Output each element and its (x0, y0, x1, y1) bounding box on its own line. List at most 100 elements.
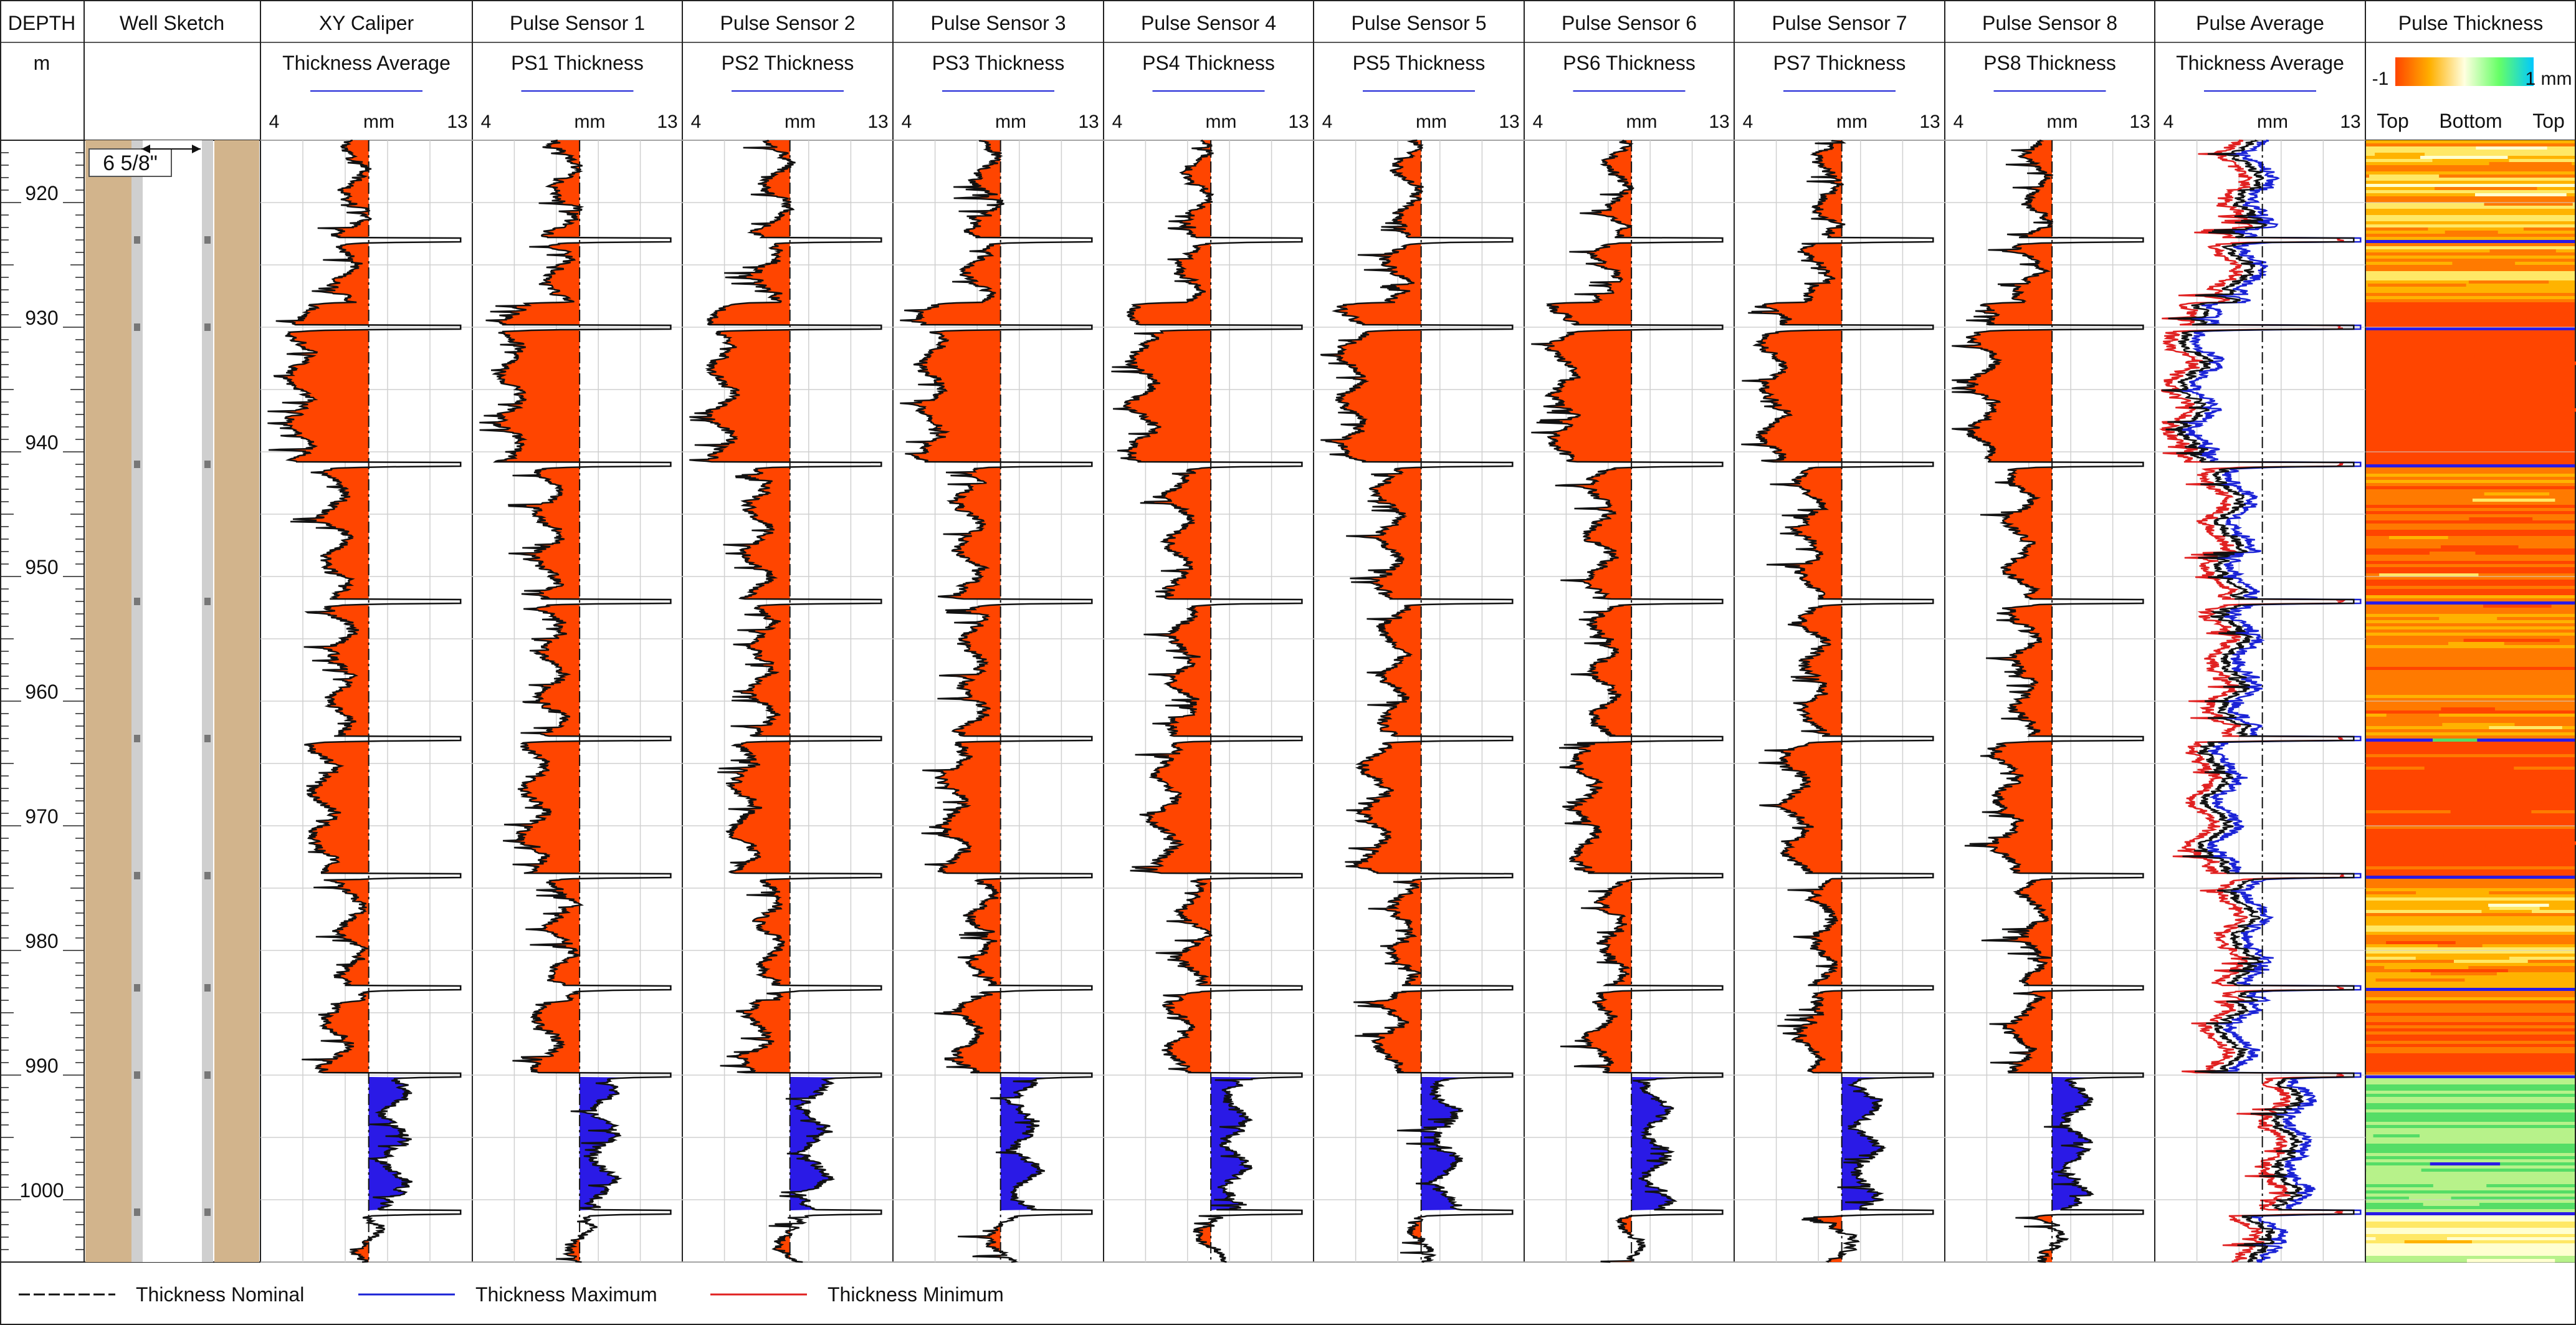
sensor-2-scale-min: 4 (691, 112, 702, 132)
image-band (2366, 162, 2575, 166)
image-patch (2425, 782, 2497, 786)
image-band (2366, 620, 2575, 624)
image-patch (2484, 492, 2550, 496)
image-band (2366, 879, 2575, 883)
image-band (2366, 763, 2575, 767)
image-patch (2408, 483, 2486, 487)
image-band (2366, 598, 2575, 602)
image-band (2366, 1088, 2575, 1091)
image-patch (2368, 368, 2469, 371)
image-band (2366, 667, 2575, 671)
image-band (2366, 287, 2575, 290)
image-band (2366, 396, 2575, 399)
image-band (2366, 424, 2575, 428)
image-band (2366, 882, 2575, 886)
image-patch (2435, 187, 2537, 191)
arrow-head-left (141, 145, 150, 153)
image-band (2366, 474, 2575, 477)
image-band (2366, 935, 2575, 939)
image-band (2366, 985, 2575, 988)
image-band (2366, 499, 2575, 502)
arrow-head-right (192, 145, 201, 153)
image-band (2366, 866, 2575, 870)
sensor-7-thick-fill (1841, 140, 1897, 1262)
image-band (2366, 682, 2575, 686)
image-patch (2474, 355, 2540, 359)
sensor-4-curve-label: PS4 Thickness (1142, 52, 1275, 74)
image-patch (2435, 318, 2527, 322)
image-band (2366, 583, 2575, 586)
image-band (2366, 548, 2575, 552)
image-band (2366, 1066, 2575, 1069)
image-patch (2453, 960, 2528, 964)
image-band (2366, 589, 2575, 593)
image-band (2366, 243, 2575, 247)
image-band (2366, 807, 2575, 811)
image-label-top-left: Top (2377, 110, 2409, 132)
image-band (2366, 536, 2575, 540)
image-band (2366, 386, 2575, 390)
sensor-8-title: Pulse Sensor 8 (1982, 12, 2117, 34)
image-band (2366, 692, 2575, 696)
image-band (2366, 654, 2575, 658)
image-patch (2410, 969, 2508, 973)
sensor-7-curve (1741, 140, 1934, 1263)
image-patch (2463, 639, 2560, 643)
sensor-4-scale-unit: mm (1206, 112, 1237, 132)
image-band (2366, 988, 2575, 992)
image-band (2366, 315, 2575, 318)
image-patch (2472, 499, 2555, 502)
depth-label: 970 (25, 805, 58, 828)
legend-label: Thickness Maximum (475, 1283, 657, 1306)
image-band (2366, 480, 2575, 484)
image-band (2366, 720, 2575, 724)
image-patch (2420, 156, 2508, 160)
image-patch (2481, 287, 2561, 290)
image-patch (2403, 1106, 2494, 1110)
image-band (2366, 1147, 2575, 1150)
image-patch (2473, 801, 2542, 805)
collar-marker (204, 461, 211, 468)
image-band (2366, 240, 2575, 244)
image-band (2366, 309, 2575, 312)
image-patch (2434, 1234, 2521, 1238)
image-band (2366, 651, 2575, 655)
image-band (2366, 346, 2575, 350)
image-band (2366, 399, 2575, 403)
image-band (2366, 1181, 2575, 1185)
image-band (2366, 377, 2575, 381)
image-band (2366, 773, 2575, 777)
image-band (2366, 785, 2575, 789)
caliper-scale-max: 13 (447, 112, 467, 132)
image-band (2366, 402, 2575, 406)
sensor-7-scale-min: 4 (1743, 112, 1753, 132)
image-patch (2384, 966, 2469, 970)
image-band (2366, 1159, 2575, 1163)
image-band (2366, 1025, 2575, 1029)
image-band (2366, 913, 2575, 917)
image-band (2366, 249, 2575, 253)
image-band (2366, 629, 2575, 633)
image-patch (2489, 249, 2556, 253)
image-band (2366, 368, 2575, 371)
image-band (2366, 1022, 2575, 1026)
image-band (2366, 1156, 2575, 1160)
legend-label: Thickness Minimum (828, 1283, 1004, 1306)
image-band (2366, 938, 2575, 942)
image-band (2366, 1228, 2575, 1232)
collar-marker (134, 323, 140, 331)
average-min-curve (2159, 139, 2346, 1263)
image-band (2366, 442, 2575, 446)
color-scale-min: -1 (2372, 69, 2389, 89)
image-patch (2426, 140, 2506, 144)
image-band (2366, 1209, 2575, 1213)
sensor-4-thin-fill (1111, 140, 1211, 1262)
sensor-6-thin-fill (1531, 140, 1632, 1262)
collar-marker (204, 1208, 211, 1216)
image-patch (2367, 414, 2422, 418)
image-band (2366, 991, 2575, 995)
image-band (2366, 449, 2575, 452)
image-band (2366, 408, 2575, 412)
image-band (2366, 349, 2575, 353)
